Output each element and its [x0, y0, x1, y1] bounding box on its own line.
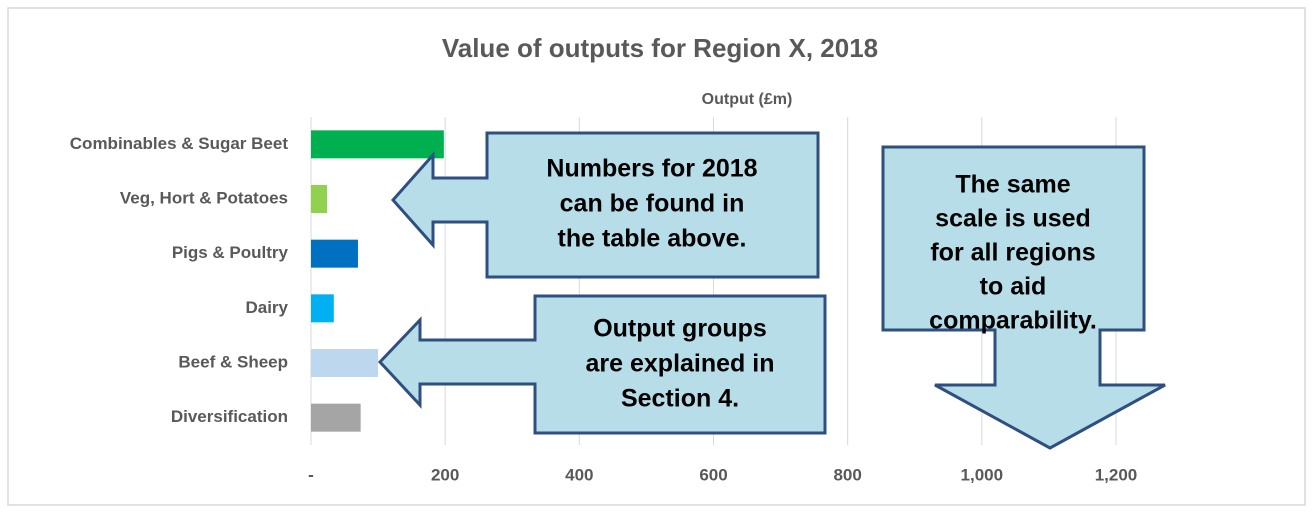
y-tick-label: Diversification	[171, 407, 288, 426]
y-tick-label: Combinables & Sugar Beet	[70, 134, 289, 153]
callout-text: can be found in	[560, 190, 745, 218]
x-tick-label: 1,200	[1095, 465, 1138, 484]
x-tick-label: 200	[431, 465, 459, 484]
y-tick-label: Pigs & Poultry	[172, 243, 289, 262]
x-tick-label: 800	[833, 465, 861, 484]
callout-text: Section 4.	[621, 385, 739, 413]
x-tick-label: 1,000	[961, 465, 1004, 484]
bar	[311, 130, 444, 159]
chart-title: Value of outputs for Region X, 2018	[442, 33, 878, 63]
x-tick-label: 400	[565, 465, 593, 484]
callout-text: the table above.	[558, 225, 747, 253]
bar	[311, 349, 379, 377]
bar	[311, 185, 328, 213]
y-tick-label: Beef & Sheep	[178, 352, 288, 371]
callout-text: Numbers for 2018	[546, 155, 757, 183]
callout-text: The same	[955, 171, 1070, 199]
callout-shape	[390, 131, 820, 279]
bar	[311, 239, 358, 268]
callout-shape	[881, 145, 1166, 450]
x-tick-label: -	[308, 465, 314, 484]
callout-shape	[377, 294, 827, 435]
bar	[311, 294, 334, 323]
callout-text: Output groups	[593, 315, 767, 343]
callouts: Numbers for 2018 can be found in the table…	[377, 131, 1166, 450]
callout-text: are explained in	[586, 350, 775, 378]
callout-text: scale is used	[935, 205, 1091, 233]
axis-label: Output (£m)	[702, 91, 793, 108]
callout-text: comparability.	[929, 307, 1097, 335]
y-tick-label: Dairy	[245, 298, 288, 317]
callout-text: for all regions	[930, 239, 1095, 267]
callout-text: to aid	[980, 273, 1047, 301]
y-tick-label: Veg, Hort & Potatoes	[120, 188, 288, 207]
x-tick-label: 600	[699, 465, 727, 484]
bar	[311, 403, 361, 432]
